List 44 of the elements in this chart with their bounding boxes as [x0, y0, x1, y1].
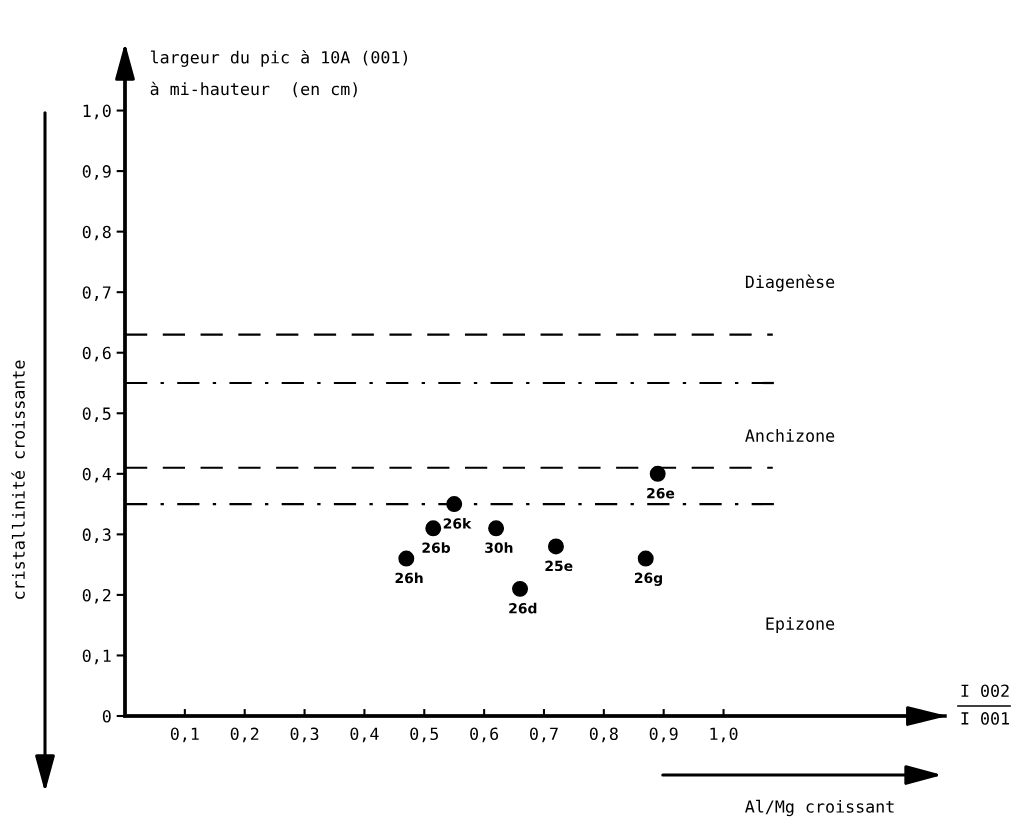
annotation: 25e [545, 560, 573, 572]
y-tick-label: 1,0 [83, 104, 111, 120]
point [649, 465, 666, 482]
annotation: 26h [395, 572, 423, 584]
y-tick-label: 0,4 [82, 467, 112, 483]
x-tick-label: 0,3 [290, 727, 319, 743]
x-tick-label: 0,1 [170, 727, 199, 743]
annotation: Epizone [766, 616, 835, 634]
point [488, 520, 505, 537]
x-tick-label: 0,2 [230, 727, 259, 743]
text: cristallinité croissante [11, 360, 25, 599]
annotation: 26b [422, 542, 451, 553]
annotation: 26k [443, 517, 472, 529]
point [637, 550, 654, 567]
point [425, 520, 442, 537]
point [446, 496, 463, 513]
annotation: 30h [485, 542, 513, 553]
annotation: 26d [509, 602, 537, 614]
point [398, 550, 415, 567]
annotation: Anchizone [745, 428, 835, 442]
x-tick-label: 0,7 [530, 727, 558, 743]
x-tick-label: 0,6 [470, 727, 499, 743]
y-tick-label: 0,1 [82, 649, 111, 665]
annotation: Diagenèse [745, 274, 835, 292]
y-tick-label: 0,2 [82, 588, 111, 604]
text: Al/Mg croissant [745, 799, 894, 817]
x-tick-label: 0,8 [589, 727, 618, 743]
point [512, 580, 529, 597]
y-tick-label: 0,6 [82, 346, 111, 362]
y-tick-label: 0 [102, 710, 111, 723]
y-tick-label: 0,7 [82, 286, 111, 301]
point [547, 538, 564, 555]
x-axis-title: I 002 I 001 [961, 684, 1009, 725]
y-tick-label: 0,5 [82, 407, 111, 422]
y-tick-label: 0,9 [82, 165, 111, 180]
x-tick-label: 1,0 [710, 727, 738, 743]
y-tick-label: 0,8 [82, 225, 111, 241]
x-tick-label: 0,4 [350, 727, 379, 743]
x-tick-label: 0,9 [649, 727, 678, 743]
annotation: 26g [634, 572, 662, 586]
y-tick-label: 0,3 [82, 528, 111, 544]
annotation: 26e [647, 487, 675, 499]
x-tick-label: 0,5 [410, 727, 438, 743]
y-axis-title: largeur du pic à 10A (001) à mi-hauteur (en cm) [150, 50, 408, 98]
